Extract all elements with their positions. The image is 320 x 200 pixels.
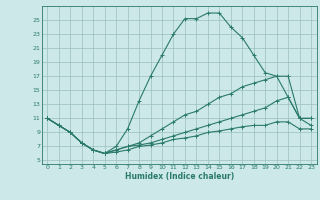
X-axis label: Humidex (Indice chaleur): Humidex (Indice chaleur): [124, 172, 234, 181]
